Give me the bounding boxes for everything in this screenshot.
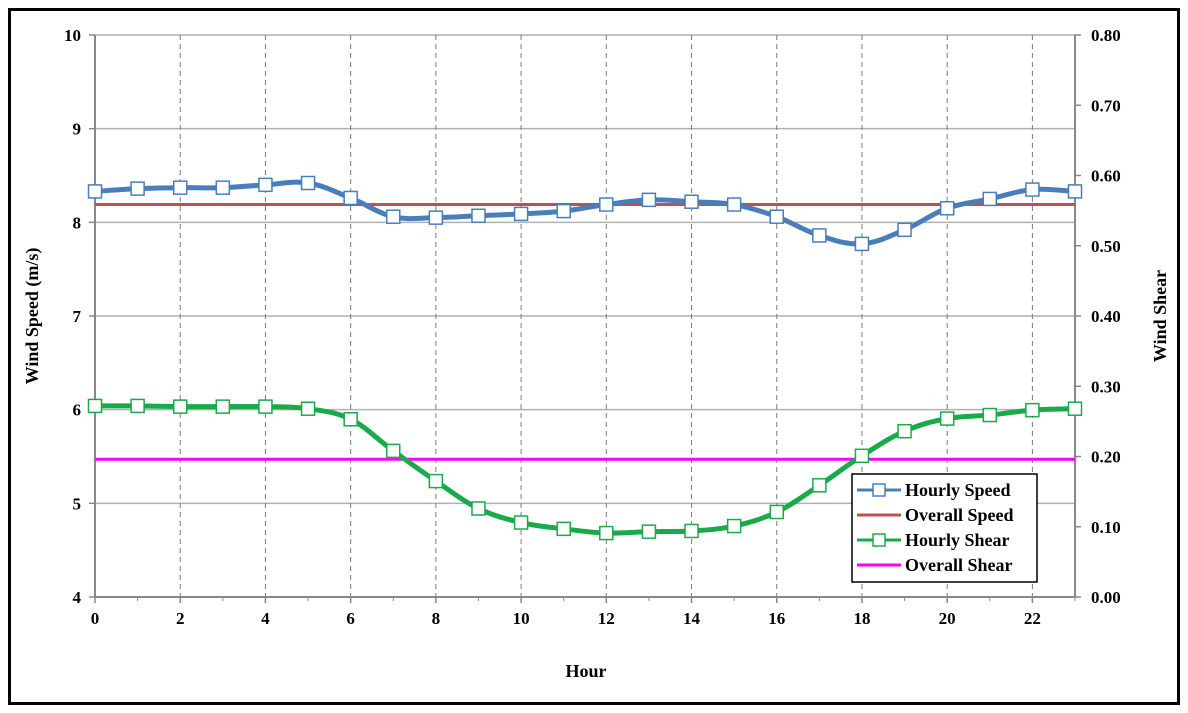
hourly-shear-marker xyxy=(258,399,273,414)
series-layer xyxy=(87,175,1083,541)
hourly-shear-marker xyxy=(300,401,316,416)
x-tick-label: 6 xyxy=(346,609,355,628)
hourly-shear-marker xyxy=(428,473,444,489)
hourly-shear-marker xyxy=(386,443,401,459)
y-tick-label: 6 xyxy=(73,401,82,420)
hourly-speed-marker xyxy=(343,190,358,206)
chart-frame xyxy=(8,8,1180,705)
y2-tick-label: 0.40 xyxy=(1091,307,1121,326)
hourly-shear-marker xyxy=(1025,402,1040,418)
x-tick-label: 2 xyxy=(176,609,185,628)
y-axis-title: Wind Speed (m/s) xyxy=(22,248,43,385)
x-tick-label: 12 xyxy=(598,609,615,628)
axis-layer: 0 2 4 6 8 10 12 14 16 18 20 22 4 5 6 7 8 9 10 0.00 0.10 0.20 0… xyxy=(64,26,1121,628)
hourly-speed-marker xyxy=(812,228,827,243)
y-tick-label: 8 xyxy=(73,213,82,232)
y2-tick-label: 0.30 xyxy=(1091,377,1121,396)
x-tick-label: 0 xyxy=(91,609,100,628)
hourly-speed-marker xyxy=(513,206,529,222)
hourly-shear-marker xyxy=(982,407,998,423)
x-tick-label: 22 xyxy=(1024,609,1041,628)
hourly-shear-marker xyxy=(556,521,571,537)
hourly-speed-marker xyxy=(87,184,103,199)
y-tick-label: 5 xyxy=(73,494,82,513)
hourly-speed-marker xyxy=(300,175,316,191)
legend-label-overall-shear: Overall Shear xyxy=(905,555,1012,575)
hourly-speed-marker xyxy=(599,197,614,212)
hourly-shear-marker xyxy=(1067,401,1083,416)
hourly-shear-marker xyxy=(130,398,145,414)
hourly-speed-marker xyxy=(428,210,444,225)
x-axis-title: Hour xyxy=(565,661,606,681)
hourly-speed-marker xyxy=(641,192,657,208)
hourly-speed-marker xyxy=(897,222,912,238)
y-tick-label: 10 xyxy=(64,26,81,45)
x-tick-label: 16 xyxy=(768,609,785,628)
x-tick-label: 14 xyxy=(683,609,701,628)
hourly-speed-marker xyxy=(769,209,784,224)
y-tick-label: 4 xyxy=(73,588,82,607)
y2-tick-label: 0.20 xyxy=(1091,448,1121,467)
hourly-shear-marker xyxy=(343,412,358,427)
hourly-shear-marker xyxy=(812,478,827,493)
hourly-shear-marker xyxy=(897,423,912,439)
hourly-speed-marker xyxy=(1067,184,1083,199)
hourly-speed-marker xyxy=(684,194,699,209)
x-tick-label: 4 xyxy=(261,609,270,628)
hourly-shear-marker xyxy=(172,399,188,414)
hourly-speed-marker xyxy=(471,208,486,224)
hourly-shear-marker xyxy=(939,411,955,426)
hourly-speed-marker xyxy=(1025,182,1040,197)
hourly-speed-marker xyxy=(854,236,870,252)
hourly-speed-marker xyxy=(215,180,231,195)
y2-tick-label: 0.50 xyxy=(1091,237,1121,256)
hourly-speed-marker xyxy=(982,191,998,207)
hourly-speed-marker xyxy=(939,201,955,216)
legend-label-hourly-shear: Hourly Shear xyxy=(905,530,1010,550)
hourly-speed-line xyxy=(94,179,1076,247)
y2-tick-label: 0.10 xyxy=(1091,518,1121,537)
y2-axis-title: Wind Shear xyxy=(1150,270,1170,362)
hourly-shear-marker xyxy=(854,448,870,464)
hourly-shear-marker xyxy=(769,504,784,520)
y2-tick-label: 0.70 xyxy=(1091,96,1121,115)
hourly-shear-marker xyxy=(599,525,614,541)
x-tick-label: 8 xyxy=(432,609,441,628)
y2-tick-label: 0.80 xyxy=(1091,26,1121,45)
x-tick-label: 20 xyxy=(939,609,956,628)
legend-label-overall-speed: Overall Speed xyxy=(905,505,1014,525)
hourly-shear-marker xyxy=(726,518,742,534)
hourly-shear-marker xyxy=(471,501,486,516)
legend-marker-hourly-speed xyxy=(872,483,886,497)
legend: Hourly Speed Overall Speed Hourly Shear Ove… xyxy=(851,473,1038,583)
hourly-shear-marker xyxy=(641,524,657,539)
hourly-shear-marker xyxy=(684,523,699,539)
hourly-shear-marker xyxy=(87,398,103,414)
hourly-speed-marker xyxy=(386,209,401,224)
hourly-speed-marker xyxy=(130,181,145,196)
legend-label-hourly-speed: Hourly Speed xyxy=(905,480,1011,500)
x-tick-label: 10 xyxy=(513,609,530,628)
y2-tick-label: 0.60 xyxy=(1091,167,1121,186)
hourly-speed-marker xyxy=(726,197,742,212)
y2-tick-label: 0.00 xyxy=(1091,588,1121,607)
hourly-speed-marker xyxy=(556,203,571,219)
hourly-speed-marker xyxy=(258,177,273,193)
legend-marker-hourly-shear xyxy=(872,533,886,547)
y-tick-label: 7 xyxy=(73,307,82,326)
hourly-shear-marker xyxy=(513,515,529,530)
y-tick-label: 9 xyxy=(73,120,82,139)
hourly-speed-marker xyxy=(172,180,188,195)
x-tick-label: 18 xyxy=(853,609,870,628)
hourly-shear-marker xyxy=(215,399,231,414)
